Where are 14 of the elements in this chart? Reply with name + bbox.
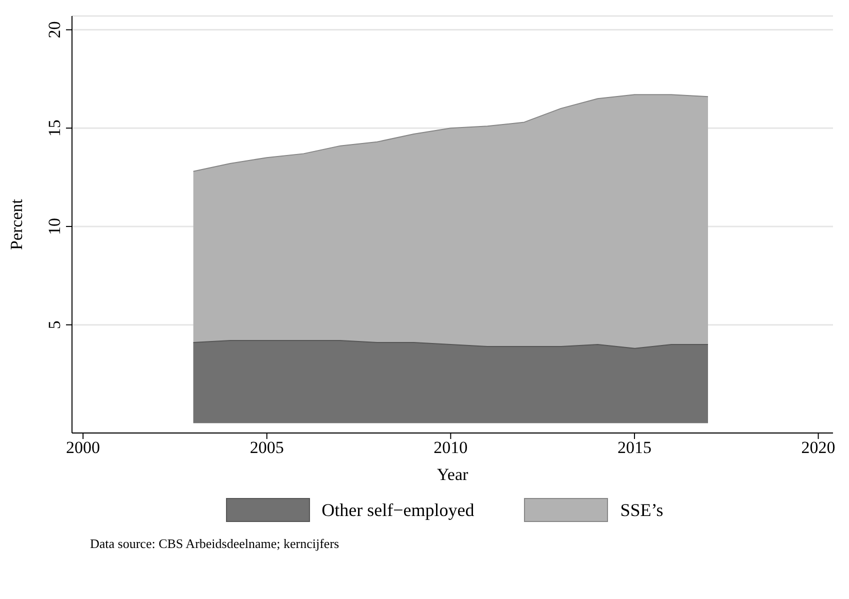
x-tick-label: 2000 [66, 438, 100, 458]
y-tick-label: 20 [45, 21, 64, 38]
y-tick-label: 10 [45, 218, 64, 235]
y-tick-label: 15 [45, 120, 64, 137]
source-note: Data source: CBS Arbeidsdeelname; kerncijfers [90, 536, 340, 552]
y-axis-title: Percent [7, 198, 26, 250]
x-tick-label: 2015 [617, 438, 652, 458]
x-tick-label: 2010 [434, 438, 468, 458]
y-tick-label: 5 [45, 320, 64, 330]
x-axis-title: Year [436, 465, 468, 484]
legend-label: SSE’s [620, 500, 664, 520]
legend-label: Other self−employed [322, 500, 474, 520]
x-tick-label: 2005 [250, 438, 284, 458]
x-tick-label: 2020 [801, 438, 836, 458]
